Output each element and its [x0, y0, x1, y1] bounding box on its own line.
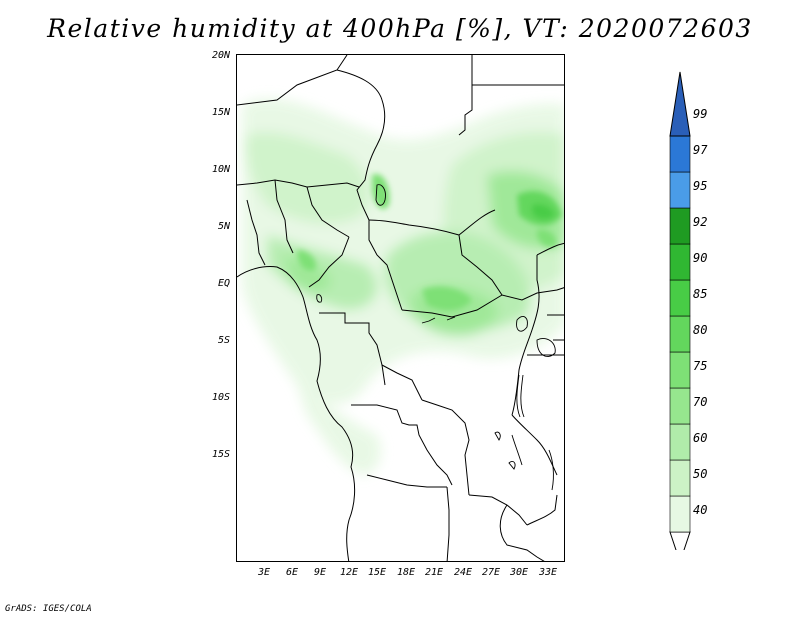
colorbar-label-95: 95	[693, 179, 708, 193]
humidity-shading	[242, 98, 564, 475]
lat-label-15s: 15S	[211, 449, 230, 460]
humidity-map	[237, 55, 564, 561]
colorbar-segments	[669, 71, 691, 550]
colorbar-segment	[669, 459, 691, 497]
colorbar-segment	[669, 423, 691, 461]
lon-label-30e: 30E	[509, 567, 529, 578]
lat-label-10s: 10S	[211, 392, 230, 403]
colorbar-segment	[669, 495, 691, 533]
colorbar-segment	[669, 279, 691, 317]
colorbar-label-50: 50	[693, 467, 708, 481]
colorbar-label-80: 80	[693, 323, 708, 337]
colorbar	[669, 71, 691, 550]
lon-label-6e: 6E	[285, 567, 299, 578]
map-panel	[236, 54, 565, 562]
map-title: Relative humidity at 400hPa [%], VT: 202…	[47, 14, 753, 43]
colorbar-upper-arrow	[669, 71, 691, 137]
colorbar-label-90: 90	[693, 251, 708, 265]
lon-label-15e: 15E	[367, 567, 387, 578]
colorbar-segment	[669, 315, 691, 353]
lat-label-10n: 10N	[211, 164, 230, 175]
colorbar-label-97: 97	[693, 143, 708, 157]
colorbar-lower-arrow	[669, 531, 691, 550]
lat-label-eq: EQ	[217, 278, 230, 289]
lon-label-33e: 33E	[538, 567, 558, 578]
lon-label-24e: 24E	[453, 567, 473, 578]
lon-label-3e: 3E	[257, 567, 271, 578]
colorbar-label-60: 60	[693, 431, 708, 445]
colorbar-segment	[669, 387, 691, 425]
colorbar-label-92: 92	[693, 215, 708, 229]
lon-label-27e: 27E	[481, 567, 501, 578]
lon-label-18e: 18E	[396, 567, 416, 578]
colorbar-segment	[669, 135, 691, 173]
lat-label-5n: 5N	[217, 221, 230, 232]
colorbar-segment	[669, 207, 691, 245]
colorbar-segment	[669, 171, 691, 209]
colorbar-label-99: 99	[693, 107, 708, 121]
lon-label-9e: 9E	[313, 567, 327, 578]
lat-label-15n: 15N	[211, 107, 230, 118]
colorbar-label-85: 85	[693, 287, 708, 301]
colorbar-label-40: 40	[693, 503, 708, 517]
lakes	[316, 184, 556, 491]
lat-label-5s: 5S	[217, 335, 230, 346]
colorbar-segment	[669, 243, 691, 281]
colorbar-segment	[669, 351, 691, 389]
country-borders	[237, 55, 564, 561]
colorbar-label-75: 75	[693, 359, 708, 373]
lon-label-12e: 12E	[339, 567, 359, 578]
lon-label-21e: 21E	[424, 567, 444, 578]
grads-credit: GrADS: IGES/COLA	[5, 604, 92, 614]
colorbar-label-70: 70	[693, 395, 708, 409]
lat-label-20n: 20N	[211, 50, 230, 61]
